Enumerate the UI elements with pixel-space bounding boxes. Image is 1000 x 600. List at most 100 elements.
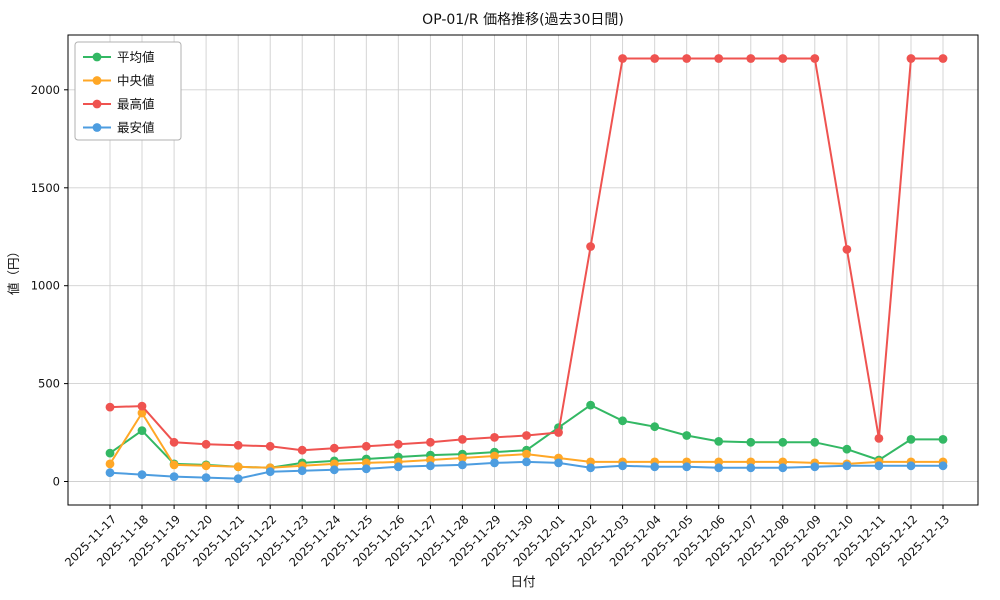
legend-item-0: 平均値 — [83, 50, 155, 65]
data-point — [265, 441, 275, 451]
data-point — [714, 54, 724, 63]
data-point — [682, 431, 692, 440]
legend-label: 平均値 — [117, 50, 155, 65]
data-point — [842, 245, 852, 254]
y-tick-label: 500 — [38, 377, 60, 391]
data-point — [490, 451, 499, 461]
data-point — [778, 54, 788, 63]
data-point — [810, 54, 820, 63]
data-point — [105, 459, 115, 469]
data-point — [490, 458, 499, 468]
data-point — [746, 463, 756, 473]
data-point — [393, 439, 403, 449]
data-point — [522, 449, 531, 459]
legend-marker-icon — [92, 99, 102, 109]
data-point — [137, 408, 147, 418]
data-point — [586, 242, 595, 251]
data-point — [522, 457, 531, 467]
data-point — [842, 444, 852, 454]
y-tick-label: 1000 — [31, 279, 60, 293]
data-point — [265, 467, 275, 477]
data-point — [426, 461, 435, 471]
data-point — [586, 400, 595, 410]
legend-marker-icon — [92, 76, 102, 85]
data-point — [778, 463, 788, 473]
data-point — [458, 453, 467, 463]
data-point — [458, 460, 467, 470]
data-point — [393, 462, 403, 472]
data-point — [874, 461, 884, 471]
data-point — [746, 54, 756, 63]
data-point — [906, 54, 916, 63]
data-point — [778, 437, 788, 447]
legend-marker-icon — [92, 52, 102, 62]
data-point — [650, 462, 660, 472]
data-point — [650, 54, 660, 63]
data-point — [906, 461, 916, 471]
data-point — [329, 443, 339, 453]
data-point — [618, 416, 627, 426]
data-point — [810, 437, 820, 447]
data-point — [554, 458, 563, 468]
x-axis: 2025-11-172025-11-182025-11-192025-11-20… — [62, 505, 952, 569]
data-point — [137, 470, 147, 479]
data-point — [746, 437, 756, 447]
data-point — [458, 435, 467, 444]
data-point — [682, 54, 692, 63]
legend-item-2: 最高値 — [83, 97, 155, 112]
data-point — [938, 435, 948, 444]
data-point — [426, 437, 435, 447]
data-point — [874, 434, 884, 443]
data-point — [714, 437, 724, 446]
data-point — [906, 435, 916, 444]
data-point — [361, 464, 371, 474]
data-point — [297, 466, 307, 476]
series-2 — [105, 54, 948, 455]
legend-label: 最高値 — [117, 97, 155, 112]
series-3 — [105, 457, 948, 483]
data-point — [586, 463, 595, 473]
data-point — [297, 445, 307, 455]
y-axis-label: 値（円） — [6, 245, 21, 295]
legend-item-1: 中央値 — [83, 73, 155, 88]
data-point — [490, 433, 499, 442]
data-point — [169, 437, 179, 447]
legend-item-3: 最安値 — [83, 120, 155, 135]
legend-label: 中央値 — [117, 73, 155, 88]
data-point — [938, 54, 948, 63]
data-point — [361, 441, 371, 451]
data-point — [682, 462, 692, 472]
legend-label: 最安値 — [117, 120, 155, 135]
plot-border — [67, 34, 979, 506]
data-point — [201, 473, 211, 482]
data-point — [842, 461, 852, 471]
data-point — [618, 461, 627, 471]
data-point — [137, 426, 147, 435]
x-axis-label: 日付 — [510, 574, 535, 589]
data-point — [233, 462, 243, 472]
data-point — [201, 461, 211, 471]
data-point — [618, 54, 627, 63]
data-point — [105, 468, 115, 478]
data-point — [201, 439, 211, 449]
data-point — [105, 448, 115, 458]
gridlines — [68, 35, 978, 505]
data-point — [650, 422, 660, 432]
data-point — [554, 428, 563, 437]
data-point — [137, 401, 147, 411]
data-point — [938, 461, 948, 471]
data-point — [105, 402, 115, 412]
data-point — [329, 465, 339, 475]
y-tick-label: 0 — [53, 475, 60, 489]
y-tick-label: 2000 — [31, 83, 60, 97]
chart-title: OP-01/R 価格推移(過去30日間) — [422, 12, 624, 28]
data-point — [233, 474, 243, 483]
y-axis: 0 500 1000 1500 2000 — [31, 83, 68, 489]
data-point — [169, 460, 179, 470]
y-tick-label: 1500 — [31, 181, 60, 195]
data-point — [714, 463, 724, 473]
legend-marker-icon — [92, 123, 102, 132]
